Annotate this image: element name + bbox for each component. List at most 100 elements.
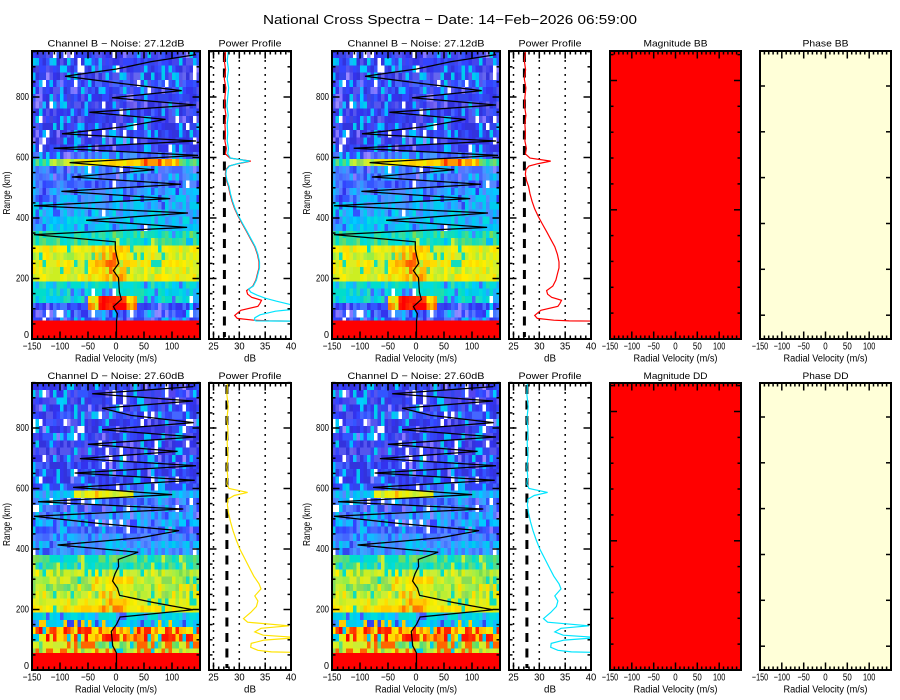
svg-text:dB: dB: [544, 685, 556, 696]
svg-text:100: 100: [863, 342, 876, 353]
svg-text:600: 600: [316, 482, 329, 494]
svg-text:−50: −50: [648, 342, 661, 353]
svg-text:Radial Velocity (m/s): Radial Velocity (m/s): [375, 685, 457, 696]
svg-text:Magnitude BB: Magnitude BB: [644, 39, 708, 50]
svg-text:400: 400: [16, 543, 29, 555]
svg-text:35: 35: [560, 672, 571, 684]
svg-text:0: 0: [414, 341, 419, 353]
svg-text:−150: −150: [23, 341, 42, 353]
svg-text:25: 25: [508, 341, 519, 353]
svg-text:−150: −150: [23, 672, 42, 684]
svg-text:0: 0: [414, 672, 419, 684]
svg-text:0: 0: [324, 329, 329, 341]
svg-text:dB: dB: [244, 354, 256, 365]
svg-text:−150: −150: [323, 341, 342, 353]
svg-text:800: 800: [16, 422, 29, 434]
svg-text:Radial Velocity (m/s): Radial Velocity (m/s): [75, 685, 157, 696]
svg-text:100: 100: [165, 341, 179, 353]
svg-text:−150: −150: [602, 342, 619, 353]
svg-text:Phase DD: Phase DD: [803, 371, 849, 382]
svg-text:200: 200: [16, 272, 29, 284]
svg-text:30: 30: [234, 672, 245, 684]
svg-text:dB: dB: [244, 685, 256, 696]
svg-text:−50: −50: [381, 341, 395, 353]
svg-text:Range (km): Range (km): [302, 503, 313, 546]
svg-text:40: 40: [286, 672, 297, 684]
svg-text:30: 30: [534, 672, 545, 684]
svg-text:0: 0: [24, 329, 29, 341]
svg-text:50: 50: [139, 341, 149, 353]
svg-text:800: 800: [316, 422, 329, 434]
svg-text:40: 40: [286, 341, 297, 353]
svg-text:−100: −100: [774, 342, 791, 353]
svg-text:−50: −50: [648, 673, 661, 684]
svg-text:25: 25: [208, 341, 219, 353]
svg-text:600: 600: [16, 482, 29, 494]
svg-text:−100: −100: [624, 673, 641, 684]
svg-text:40: 40: [586, 341, 597, 353]
svg-text:−100: −100: [51, 341, 70, 353]
svg-text:25: 25: [208, 672, 219, 684]
svg-text:800: 800: [316, 91, 329, 103]
svg-text:30: 30: [234, 341, 245, 353]
svg-text:100: 100: [465, 672, 479, 684]
svg-text:Magnitude DD: Magnitude DD: [644, 371, 708, 382]
svg-text:−100: −100: [624, 342, 641, 353]
svg-text:35: 35: [260, 672, 271, 684]
svg-text:200: 200: [16, 603, 29, 615]
svg-text:50: 50: [439, 672, 449, 684]
svg-text:30: 30: [534, 341, 545, 353]
svg-text:200: 200: [316, 603, 329, 615]
svg-text:35: 35: [560, 341, 571, 353]
svg-text:50: 50: [843, 342, 852, 353]
svg-text:−100: −100: [51, 672, 70, 684]
svg-text:−150: −150: [323, 672, 342, 684]
svg-text:0: 0: [114, 341, 119, 353]
svg-text:100: 100: [713, 342, 726, 353]
svg-text:Radial Velocity (m/s): Radial Velocity (m/s): [75, 354, 157, 365]
svg-text:50: 50: [693, 342, 702, 353]
svg-text:40: 40: [586, 672, 597, 684]
svg-text:Power Profile: Power Profile: [219, 39, 282, 50]
svg-text:Power Profile: Power Profile: [519, 371, 582, 382]
svg-text:Radial Velocity (m/s): Radial Velocity (m/s): [375, 354, 457, 365]
svg-text:Range (km): Range (km): [2, 172, 13, 215]
svg-text:Channel B − Noise: 27.12dB: Channel B − Noise: 27.12dB: [348, 39, 485, 50]
svg-text:400: 400: [316, 543, 329, 555]
svg-text:Channel B − Noise: 27.12dB: Channel B − Noise: 27.12dB: [48, 39, 185, 50]
svg-text:−100: −100: [351, 672, 370, 684]
svg-text:−150: −150: [602, 673, 619, 684]
svg-text:Channel D − Noise: 27.60dB: Channel D − Noise: 27.60dB: [48, 371, 185, 382]
svg-text:600: 600: [16, 151, 29, 163]
svg-text:−150: −150: [752, 342, 769, 353]
svg-text:25: 25: [508, 672, 519, 684]
svg-text:Power Profile: Power Profile: [519, 39, 582, 50]
svg-text:50: 50: [139, 672, 149, 684]
svg-text:Range (km): Range (km): [302, 172, 313, 215]
svg-text:Radial Velocity (m/s): Radial Velocity (m/s): [634, 354, 718, 365]
svg-text:100: 100: [465, 341, 479, 353]
svg-text:0: 0: [823, 342, 828, 353]
svg-text:dB: dB: [544, 354, 556, 365]
svg-text:100: 100: [165, 672, 179, 684]
svg-text:−50: −50: [381, 672, 395, 684]
svg-text:50: 50: [439, 341, 449, 353]
svg-text:200: 200: [316, 272, 329, 284]
svg-text:35: 35: [260, 341, 271, 353]
svg-text:−100: −100: [351, 341, 370, 353]
svg-text:0: 0: [24, 660, 29, 672]
svg-text:Phase BB: Phase BB: [803, 39, 849, 50]
svg-text:Power Profile: Power Profile: [219, 371, 282, 382]
svg-text:Range (km): Range (km): [2, 503, 13, 546]
svg-text:0: 0: [324, 660, 329, 672]
svg-text:−50: −50: [81, 672, 95, 684]
svg-text:400: 400: [16, 212, 29, 224]
svg-text:National Cross Spectra − Date:: National Cross Spectra − Date: 14−Feb−20…: [263, 12, 637, 27]
svg-text:600: 600: [316, 151, 329, 163]
svg-text:0: 0: [673, 342, 678, 353]
svg-text:800: 800: [16, 91, 29, 103]
svg-text:0: 0: [114, 672, 119, 684]
svg-text:−50: −50: [81, 341, 95, 353]
svg-text:400: 400: [316, 212, 329, 224]
svg-text:0: 0: [673, 673, 678, 684]
